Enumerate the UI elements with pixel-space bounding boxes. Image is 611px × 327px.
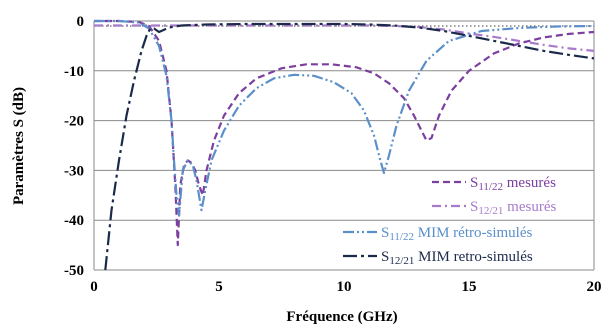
legend-label: S12/21 MIM retro-simulés [381, 249, 533, 267]
y-axis-ticks: 0 -10 -20 -30 -40 -50 [64, 14, 84, 279]
y-tick-label: -50 [64, 263, 84, 279]
x-tick-label: 15 [462, 279, 477, 295]
series-line [94, 19, 594, 247]
y-tick-label: -20 [64, 114, 84, 130]
x-tick-label: 10 [337, 279, 352, 295]
x-axis-ticks: 0 5 10 15 20 [90, 279, 601, 295]
x-tick-label: 20 [587, 279, 602, 295]
legend: S11/22 mesurés S12/21 mesurés S11/22 MIM r… [343, 175, 556, 267]
plot-area [93, 21, 595, 270]
x-tick-label: 5 [215, 279, 223, 295]
y-tick-label: 0 [77, 14, 85, 30]
legend-label: S11/22 mesurés [470, 175, 556, 193]
y-tick-label: -30 [64, 163, 84, 179]
x-tick-label: 0 [90, 279, 98, 295]
legend-label: S12/21 mesurés [470, 199, 556, 217]
y-tick-label: -10 [64, 64, 84, 80]
x-axis-title: Fréquence (GHz) [286, 309, 397, 325]
y-axis-title: Paramètres S (dB) [11, 87, 27, 205]
y-tick-label: -40 [64, 213, 84, 229]
legend-label: S11/22 MIM rétro-simulés [381, 225, 532, 243]
series-line [94, 24, 594, 52]
series-layer [94, 19, 594, 271]
